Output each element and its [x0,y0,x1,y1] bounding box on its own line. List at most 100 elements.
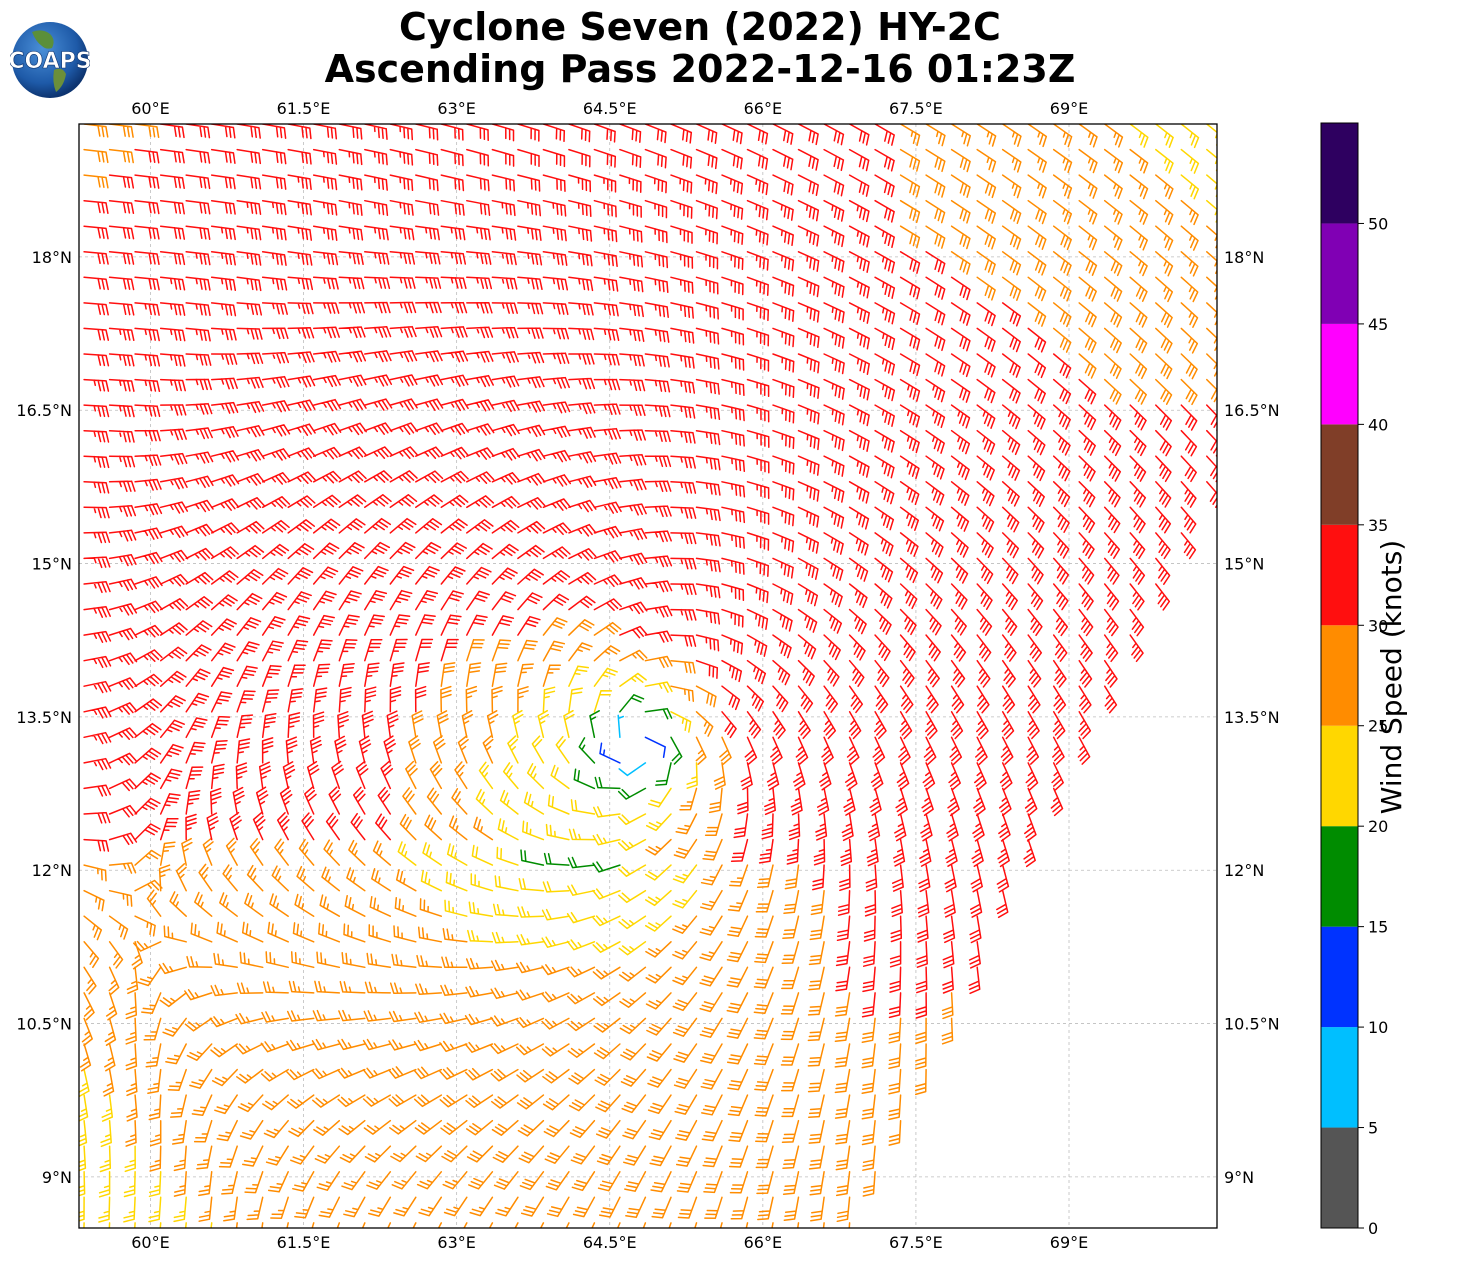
wind-barb [163,925,187,943]
wind-barb [766,762,780,791]
wind-barb [432,735,446,764]
wind-barb [619,649,648,662]
wind-barb [210,666,235,687]
wind-barb [517,568,544,585]
wind-barb [644,736,666,758]
wind-barb [542,664,562,687]
wind-barb [807,1043,825,1067]
wind-barb [312,1009,341,1022]
wind-barb [185,620,213,636]
wind-barb [415,565,440,585]
wind-barb [976,506,995,533]
wind-barb [721,327,745,346]
wind-barb [261,448,291,461]
wind-barb [83,481,110,494]
wind-barb [695,124,718,144]
wind-barb [415,446,444,460]
wind-barb [1078,506,1096,534]
wind-barb [888,1017,902,1044]
wind-barb [415,174,439,192]
wind-barb [134,576,163,589]
wind-barb [502,762,519,790]
wind-barb [1206,302,1217,326]
wind-barb [158,864,171,892]
wind-barb [236,174,262,190]
wind-barb [389,148,414,166]
wind-barb [236,738,251,764]
wind-barb [312,590,337,611]
wind-barb [159,743,184,764]
lon-tick-label-top: 67.5°E [889,99,943,118]
wind-barb [918,864,931,893]
wind-barb [1180,481,1197,508]
wind-barb [644,404,671,418]
wind-barb [1078,199,1098,225]
wind-barb [772,148,794,171]
wind-barb [1155,429,1172,457]
wind-barb [397,841,417,866]
wind-barb [810,1196,825,1222]
wind-barb [468,1171,494,1190]
wind-barb [141,992,162,1014]
wind-barb [922,762,936,791]
wind-barb [823,659,840,687]
wind-barb [976,583,993,610]
wind-barb [364,638,383,662]
colorbar-bin [1321,123,1358,224]
wind-barb [1050,787,1064,817]
wind-barb [674,1094,698,1115]
wind-barb [670,276,694,294]
wind-barb [466,276,493,290]
wind-barb [159,124,185,139]
wind-barb [185,353,212,366]
wind-barb [834,1094,851,1119]
wind-barb [695,276,719,295]
wind-barb [83,630,112,643]
wind-barb [134,722,162,739]
wind-barb [781,966,800,990]
wind-barb [261,351,290,364]
wind-barb [695,199,718,220]
wind-barb [701,1119,723,1142]
wind-barb [545,1171,570,1191]
wind-barb [619,577,648,590]
wind-barb [797,506,820,528]
wind-barb [874,124,895,146]
wind-barb [943,889,956,918]
wind-barb [848,199,870,223]
wind-barb [1052,251,1072,276]
wind-barb [823,532,844,555]
wind-barb [874,711,887,740]
wind-barb [726,1043,749,1065]
lat-tick-label-left: 12°N [32,861,72,880]
wind-barb [185,378,212,391]
wind-barb [541,1017,570,1030]
wind-barb [746,532,770,551]
wind-barb [728,1145,749,1168]
wind-barb [159,622,188,636]
wind-barb [542,401,571,414]
wind-barb [108,889,133,907]
wind-barb [466,1145,494,1163]
wind-barb [888,992,902,1019]
wind-barb [917,889,930,918]
wind-barb [645,992,672,1010]
wind-barb [108,327,135,342]
lat-tick-label-right: 9°N [1224,1168,1254,1187]
lat-tick-label-left: 18°N [32,248,72,267]
wind-barb [236,199,262,215]
wind-barb [699,1017,723,1038]
wind-barb [287,447,316,461]
wind-barb [413,1066,443,1080]
wind-barb [493,1171,519,1190]
lat-tick-label-right: 10.5°N [1224,1015,1280,1034]
wind-barb [619,124,642,143]
lat-tick-label-right: 18°N [1224,248,1264,267]
wind-barb [314,1145,341,1164]
wind-barb [542,640,566,662]
wind-barb [1103,276,1123,302]
wind-barb [312,446,342,460]
wind-barb [1103,608,1119,637]
wind-barb [173,1145,187,1172]
wind-barb [159,598,189,611]
